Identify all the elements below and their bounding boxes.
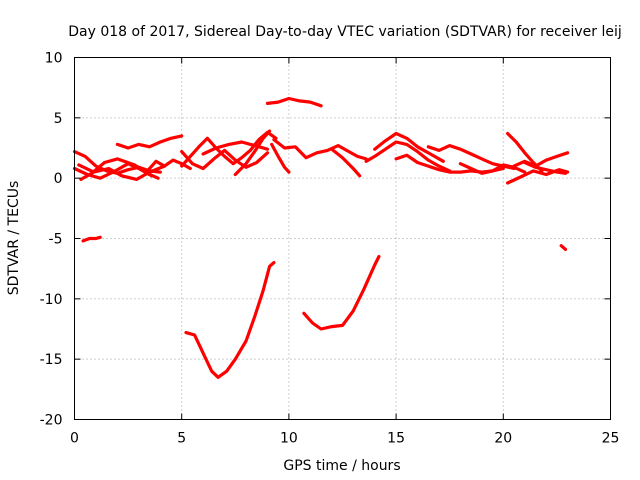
y-tick-label: 0 (54, 171, 63, 187)
series-s26 (302, 255, 381, 331)
series-s24 (81, 235, 102, 243)
data-series (72, 96, 570, 379)
series-s16 (373, 131, 445, 163)
y-tick-label: -15 (40, 352, 63, 368)
series-s15 (364, 140, 452, 173)
grid-lines (74, 57, 611, 420)
x-tick-label: 0 (70, 431, 79, 447)
x-tick-label: 15 (387, 431, 405, 447)
x-tick-label: 10 (280, 431, 298, 447)
series-s21 (506, 168, 570, 185)
y-tick-label: -10 (40, 292, 63, 308)
series-s25 (184, 261, 276, 379)
series-s22 (512, 151, 570, 168)
x-tick-label: 20 (494, 431, 512, 447)
series-s23 (523, 160, 568, 175)
series-s5 (115, 134, 184, 150)
series-s8 (180, 148, 270, 171)
series-s13 (272, 138, 368, 161)
y-tick-label: 10 (45, 51, 63, 67)
series-s10 (233, 129, 272, 177)
x-axis-label: GPS time / hours (283, 458, 400, 474)
x-tick-label: 25 (602, 431, 620, 447)
axis-ticks: 0 5 10 15 20 25 10 5 0 -5 -10 -15 -20 (40, 51, 620, 447)
chart-title: Day 018 of 2017, Sidereal Day-to-day VTE… (68, 24, 622, 40)
series-s27 (559, 244, 568, 251)
y-tick-label: -5 (49, 232, 63, 248)
series-s12 (265, 96, 323, 108)
y-tick-label: 5 (54, 111, 63, 127)
series-s14 (330, 147, 362, 178)
series-s4 (77, 163, 167, 181)
y-axis-label: SDTVAR / TECUs (6, 181, 22, 296)
y-tick-label: -20 (40, 413, 63, 429)
series-s7 (180, 130, 278, 168)
x-tick-label: 5 (177, 431, 186, 447)
series-s11 (270, 142, 291, 174)
